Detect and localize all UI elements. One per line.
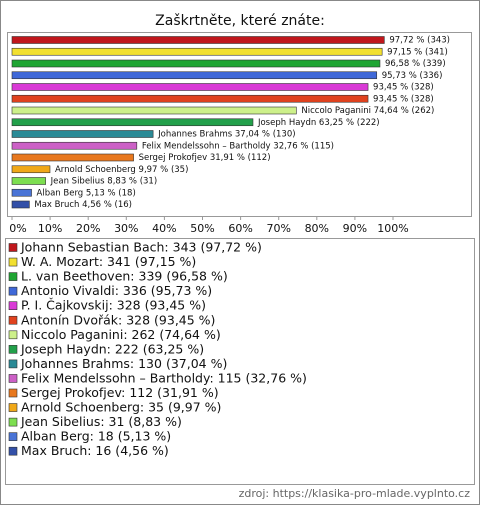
bar-label: Sergej Prokofjev 31,91 % (112) xyxy=(139,153,271,163)
legend-swatch xyxy=(8,286,18,296)
bar-label: Felix Mendelssohn – Bartholdy 32,76 % (1… xyxy=(142,141,334,151)
legend-entry: Antonín Dvořák: 328 (93,45 %) xyxy=(21,312,215,327)
legend-swatch xyxy=(8,417,18,427)
bar-label: Joseph Haydn 63,25 % (222) xyxy=(257,118,380,128)
bar-label: Jean Sibelius 8,83 % (31) xyxy=(50,177,158,187)
legend-entry: Niccolo Paganini: 262 (74,64 %) xyxy=(21,327,221,342)
bar xyxy=(11,130,154,138)
bar xyxy=(11,59,381,68)
legend-entry: L. van Beethoven: 339 (96,58 %) xyxy=(21,269,228,284)
legend-entry: Sergej Prokofjev: 112 (31,91 %) xyxy=(21,385,219,400)
bar xyxy=(11,47,383,56)
x-tick-label: 90% xyxy=(343,222,367,235)
source: zdroj: https://klasika-pro-mlade.vyplnto… xyxy=(239,487,471,500)
bar xyxy=(11,141,138,150)
bar-label: Alban Berg 5,13 % (18) xyxy=(37,188,136,198)
legend-swatch xyxy=(8,374,18,383)
bar-label: Arnold Schoenberg 9,97 % (35) xyxy=(55,165,188,175)
legend-swatch xyxy=(8,403,18,412)
legend-entry: Arnold Schoenberg: 35 (9,97 %) xyxy=(21,400,221,415)
bar-label: 97,15 % (341) xyxy=(387,47,448,57)
bar-label: 93,45 % (328) xyxy=(373,94,434,104)
legend-entry: Johannes Brahms: 130 (37,04 %) xyxy=(20,356,227,371)
legend-entry: Johann Sebastian Bach: 343 (97,72 %) xyxy=(20,240,262,255)
x-tick-label: 0% xyxy=(9,222,26,235)
legend-entry: W. A. Mozart: 341 (97,15 %) xyxy=(21,254,196,269)
legend-entry: Max Bruch: 16 (4,56 %) xyxy=(21,443,169,458)
legend-swatch xyxy=(8,432,18,441)
bar xyxy=(11,177,46,185)
legend-swatch xyxy=(8,330,18,340)
legend-entry: Joseph Haydn: 222 (63,25 %) xyxy=(20,341,204,356)
legend-swatch xyxy=(8,359,18,369)
bar xyxy=(11,188,32,197)
legend-swatch xyxy=(8,272,18,281)
legend-swatch xyxy=(8,345,18,354)
plot-frame xyxy=(7,32,472,217)
bar xyxy=(11,153,134,162)
x-tick-label: 50% xyxy=(190,222,214,235)
x-tick-label: 60% xyxy=(228,222,252,235)
x-tick-label: 80% xyxy=(305,222,329,235)
legend-swatch xyxy=(8,301,18,311)
chart-title: Zaškrtněte, které znáte: xyxy=(155,13,325,29)
x-tick-label: 30% xyxy=(114,222,138,235)
x-tick-label: 100% xyxy=(377,222,408,235)
legend-entry: Jean Sibelius: 31 (8,83 %) xyxy=(20,414,182,429)
bar xyxy=(11,165,51,174)
legend-entry: Antonio Vivaldi: 336 (95,73 %) xyxy=(21,283,212,298)
bar xyxy=(11,94,369,103)
x-tick-label: 10% xyxy=(38,222,62,235)
bar xyxy=(11,118,254,127)
bar xyxy=(11,36,385,44)
legend-entry: P. I. Čajkovskij: 328 (93,45 %) xyxy=(21,298,206,313)
legend-swatch xyxy=(8,446,18,456)
bar-label: Max Bruch 4,56 % (16) xyxy=(34,200,132,210)
bar-label: 97,72 % (343) xyxy=(389,36,450,46)
bar-label: Niccolo Paganini 74,64 % (262) xyxy=(301,106,434,116)
x-tick-label: 70% xyxy=(266,222,290,235)
legend-entry: Felix Mendelssohn – Bartholdy: 115 (32,7… xyxy=(21,370,307,385)
bar xyxy=(11,83,369,91)
legend-swatch xyxy=(8,257,18,267)
bar-label: 96,58 % (339) xyxy=(385,59,446,69)
legend-swatch xyxy=(8,388,18,398)
legend-swatch xyxy=(8,315,18,325)
bar-label: Johannes Brahms 37,04 % (130) xyxy=(157,130,295,140)
bar xyxy=(11,106,297,115)
x-tick-label: 20% xyxy=(76,222,100,235)
bar xyxy=(11,71,378,80)
x-tick-label: 40% xyxy=(152,222,176,235)
bar-label: 93,45 % (328) xyxy=(373,83,434,93)
legend-swatch xyxy=(8,243,18,252)
bar xyxy=(11,200,30,209)
legend-entry: Alban Berg: 18 (5,13 %) xyxy=(21,429,171,444)
legend-frame xyxy=(5,238,475,485)
bar-label: 95,73 % (336) xyxy=(382,71,443,81)
